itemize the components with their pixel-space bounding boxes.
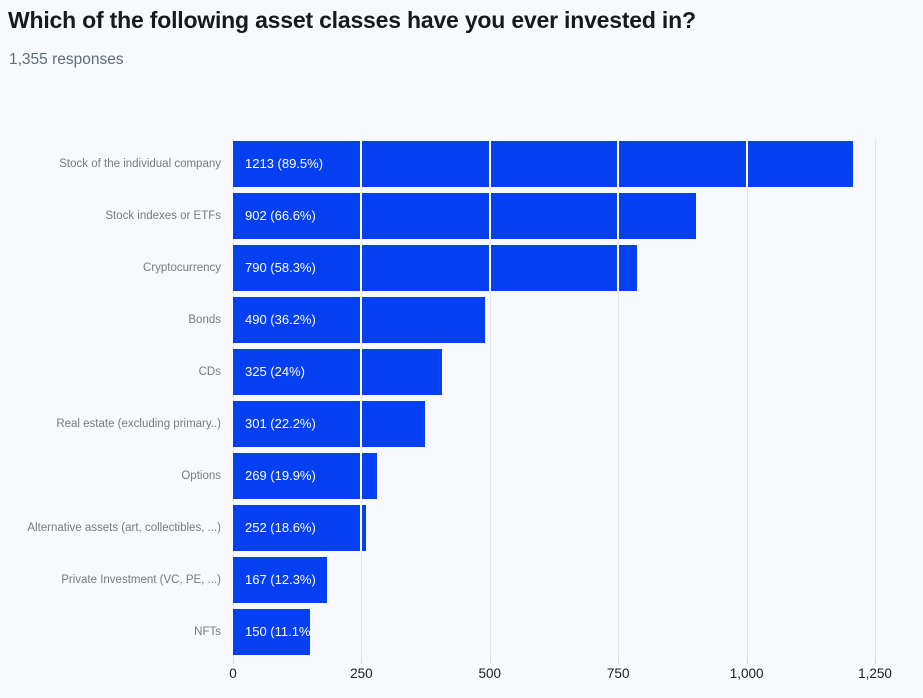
bar-gridline-separator [617, 193, 620, 239]
bar: 902 (66.6%) [233, 193, 696, 239]
axis-tick [618, 658, 620, 664]
bar-value-label: 269 (19.9%) [245, 468, 316, 483]
gridline-1250 [875, 139, 876, 658]
bar-gridline-separator [488, 141, 491, 187]
bar-value-label: 325 (24%) [245, 364, 305, 379]
bar-gridline-separator [360, 141, 363, 187]
bar-value-label: 1213 (89.5%) [245, 156, 324, 171]
bar-value-label: 301 (22.2%) [245, 416, 316, 431]
bar-gridline-separator [360, 297, 363, 343]
bar: 490 (36.2%) [233, 297, 485, 343]
bar-gridline-separator [360, 193, 363, 239]
x-axis: 0 250 500 750 1,000 1,250 [229, 658, 892, 698]
chart-row: Stock of the individual company 1213 (89.… [0, 138, 923, 190]
chart-row: Private Investment (VC, PE, ...) 167 (12.… [0, 554, 923, 606]
chart-row: CDs 325 (24%) [0, 346, 923, 398]
bar-gridline-separator [360, 349, 363, 395]
chart-row: Options 269 (19.9%) [0, 450, 923, 502]
bar: 301 (22.2%) [233, 401, 425, 447]
bar: 150 (11.1%) [233, 609, 310, 655]
category-label: Stock of the individual company [59, 158, 221, 170]
responses-count: 1,355 responses [9, 51, 124, 68]
axis-tick [875, 658, 876, 664]
bar-chart: Stock of the individual company 1213 (89.… [0, 138, 923, 698]
bar-value-label: 150 (11.1%) [245, 624, 310, 639]
axis-tick-label: 1,250 [858, 666, 892, 681]
category-label: Stock indexes or ETFs [105, 210, 221, 222]
category-label: Bonds [188, 314, 221, 326]
bar: 790 (58.3%) [233, 245, 637, 291]
bar: 252 (18.6%) [233, 505, 366, 551]
bar: 325 (24%) [233, 349, 442, 395]
gridline-500 [489, 139, 491, 658]
category-label: Options [181, 470, 221, 482]
bar-value-label: 252 (18.6%) [245, 520, 316, 535]
chart-row: Bonds 490 (36.2%) [0, 294, 923, 346]
category-label: Alternative assets (art, collectibles, .… [27, 522, 221, 534]
chart-row: Stock indexes or ETFs 902 (66.6%) [0, 190, 923, 242]
category-label: CDs [198, 366, 221, 378]
gridline-layer [233, 138, 876, 658]
bar-gridline-separator [488, 245, 491, 291]
page-title: Which of the following asset classes hav… [8, 7, 696, 33]
bar-value-label: 490 (36.2%) [245, 312, 316, 327]
bar-value-label: 790 (58.3%) [245, 260, 316, 275]
axis-tick [746, 658, 748, 664]
chart-row: Real estate (excluding primary..) 301 (22… [0, 398, 923, 450]
bar-value-label: 167 (12.3%) [245, 572, 316, 587]
category-label: NFTs [194, 626, 221, 638]
axis-tick-label: 250 [350, 666, 373, 681]
chart-row: Cryptocurrency 790 (58.3%) [0, 242, 923, 294]
axis-tick [489, 658, 491, 664]
chart-row: Alternative assets (art, collectibles, .… [0, 502, 923, 554]
bar-gridline-separator [360, 245, 363, 291]
gridline-1000 [746, 139, 748, 658]
gridline-750 [618, 139, 620, 658]
category-label: Cryptocurrency [143, 262, 221, 274]
gridline-0 [233, 139, 234, 658]
axis-tick-label: 500 [478, 666, 502, 681]
bar-gridline-separator [617, 245, 620, 291]
chart-row: NFTs 150 (11.1%) [0, 606, 923, 658]
gridline-250 [361, 139, 363, 658]
bar-gridline-separator [488, 193, 491, 239]
axis-tick-label: 750 [606, 666, 630, 681]
bar: 1213 (89.5%) [233, 141, 853, 187]
axis-tick-label: 1,000 [729, 666, 764, 681]
bar-gridline-separator [617, 141, 620, 187]
bar-gridline-separator [360, 401, 363, 447]
bar-value-label: 902 (66.6%) [245, 208, 316, 223]
category-label: Private Investment (VC, PE, ...) [61, 574, 221, 586]
bar-gridline-separator [745, 141, 748, 187]
axis-tick [361, 658, 363, 664]
bar-gridline-separator [360, 453, 363, 499]
bar: 269 (19.9%) [233, 453, 377, 499]
bar: 167 (12.3%) [233, 557, 327, 603]
bar-gridline-separator [360, 505, 363, 551]
chart-plot-area: Stock of the individual company 1213 (89.… [0, 138, 923, 658]
axis-tick [233, 658, 234, 664]
category-label: Real estate (excluding primary..) [56, 418, 221, 430]
axis-tick-label: 0 [229, 666, 237, 681]
